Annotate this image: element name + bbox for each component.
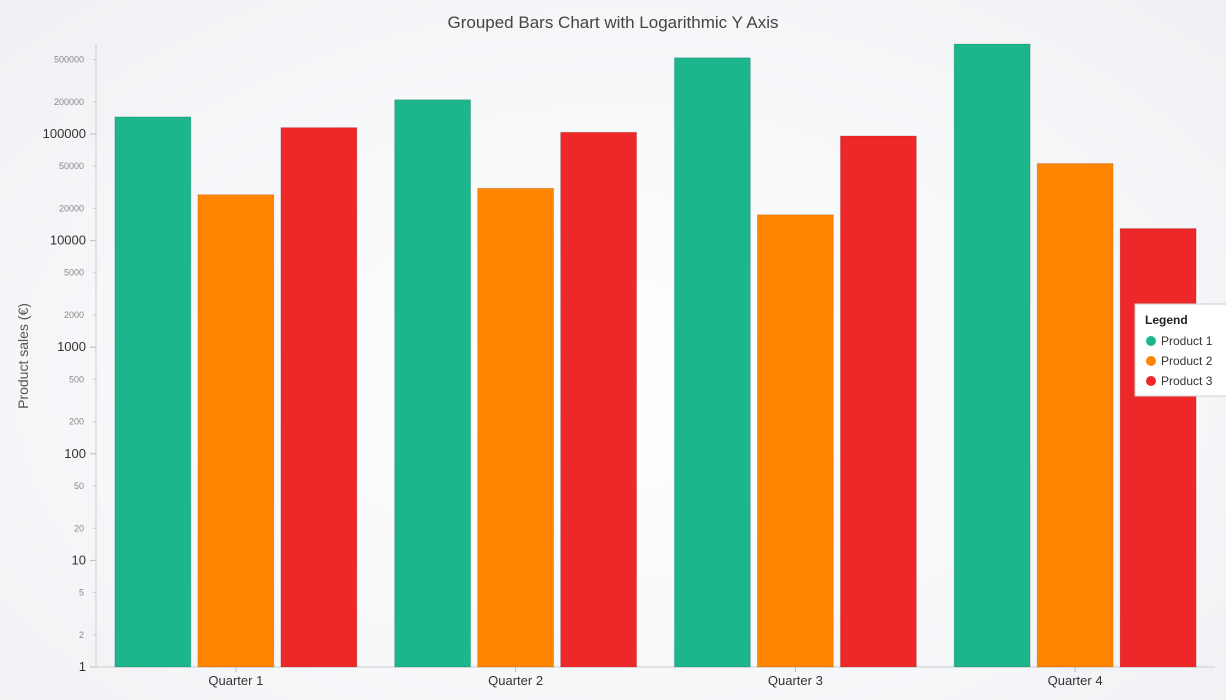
y-tick-label: 1: [79, 659, 86, 674]
y-axis-label: Product sales (€): [15, 303, 31, 409]
legend-label-product-1[interactable]: Product 1: [1161, 334, 1213, 348]
y-minor-tick-label: 2000: [64, 310, 84, 320]
bar-product-1-q2[interactable]: [394, 99, 472, 668]
x-tick-label: Quarter 4: [1048, 673, 1103, 688]
y-axis: 1 10 100 1000 10000 100000 2 5 20 50 200 500 2000 500…: [43, 55, 96, 674]
legend-marker-product-2[interactable]: [1146, 356, 1156, 366]
y-tick-label: 10: [72, 552, 86, 567]
y-minor-tick-label: 20: [74, 523, 84, 533]
bar-product-3-q1[interactable]: [280, 127, 358, 668]
bars-group: [114, 43, 1197, 668]
bar-product-2-q3[interactable]: [756, 214, 834, 668]
y-tick-label: 100000: [43, 126, 86, 141]
y-tick-label: 1000: [57, 339, 86, 354]
bar-product-3-q2[interactable]: [560, 131, 638, 668]
y-minor-tick-label: 500: [69, 374, 84, 384]
y-minor-tick-label: 200: [69, 417, 84, 427]
bar-product-2-q4[interactable]: [1036, 162, 1114, 668]
y-minor-tick-label: 20000: [59, 204, 84, 214]
bar-product-1-q1[interactable]: [114, 116, 192, 668]
legend: Legend Product 1 Product 2 Product 3: [1134, 303, 1226, 397]
legend-label-product-2[interactable]: Product 2: [1161, 354, 1213, 368]
x-tick-label: Quarter 2: [488, 673, 543, 688]
y-minor-tick-label: 5000: [64, 268, 84, 278]
legend-title: Legend: [1145, 313, 1188, 327]
bar-product-2-q1[interactable]: [197, 194, 275, 668]
y-minor-tick-label: 2: [79, 630, 84, 640]
y-minor-tick-label: 200000: [54, 97, 84, 107]
x-tick-label: Quarter 1: [208, 673, 263, 688]
x-axis: Quarter 1 Quarter 2 Quarter 3 Quarter 4: [208, 667, 1103, 688]
legend-marker-product-3[interactable]: [1146, 376, 1156, 386]
legend-label-product-3[interactable]: Product 3: [1161, 374, 1213, 388]
y-tick-label: 100: [64, 446, 86, 461]
bar-product-3-q3[interactable]: [839, 135, 917, 668]
bar-product-1-q3[interactable]: [673, 57, 751, 668]
bar-product-3-q4[interactable]: [1119, 228, 1197, 668]
bar-product-1-q4[interactable]: [953, 43, 1031, 668]
chart-title: Grouped Bars Chart with Logarithmic Y Ax…: [447, 13, 778, 32]
x-tick-label: Quarter 3: [768, 673, 823, 688]
y-minor-tick-label: 500000: [54, 55, 84, 65]
y-minor-tick-label: 5: [79, 588, 84, 598]
y-tick-label: 10000: [50, 233, 86, 248]
y-minor-tick-label: 50: [74, 481, 84, 491]
y-minor-tick-label: 50000: [59, 161, 84, 171]
bar-product-2-q2[interactable]: [477, 187, 555, 668]
legend-marker-product-1[interactable]: [1146, 336, 1156, 346]
